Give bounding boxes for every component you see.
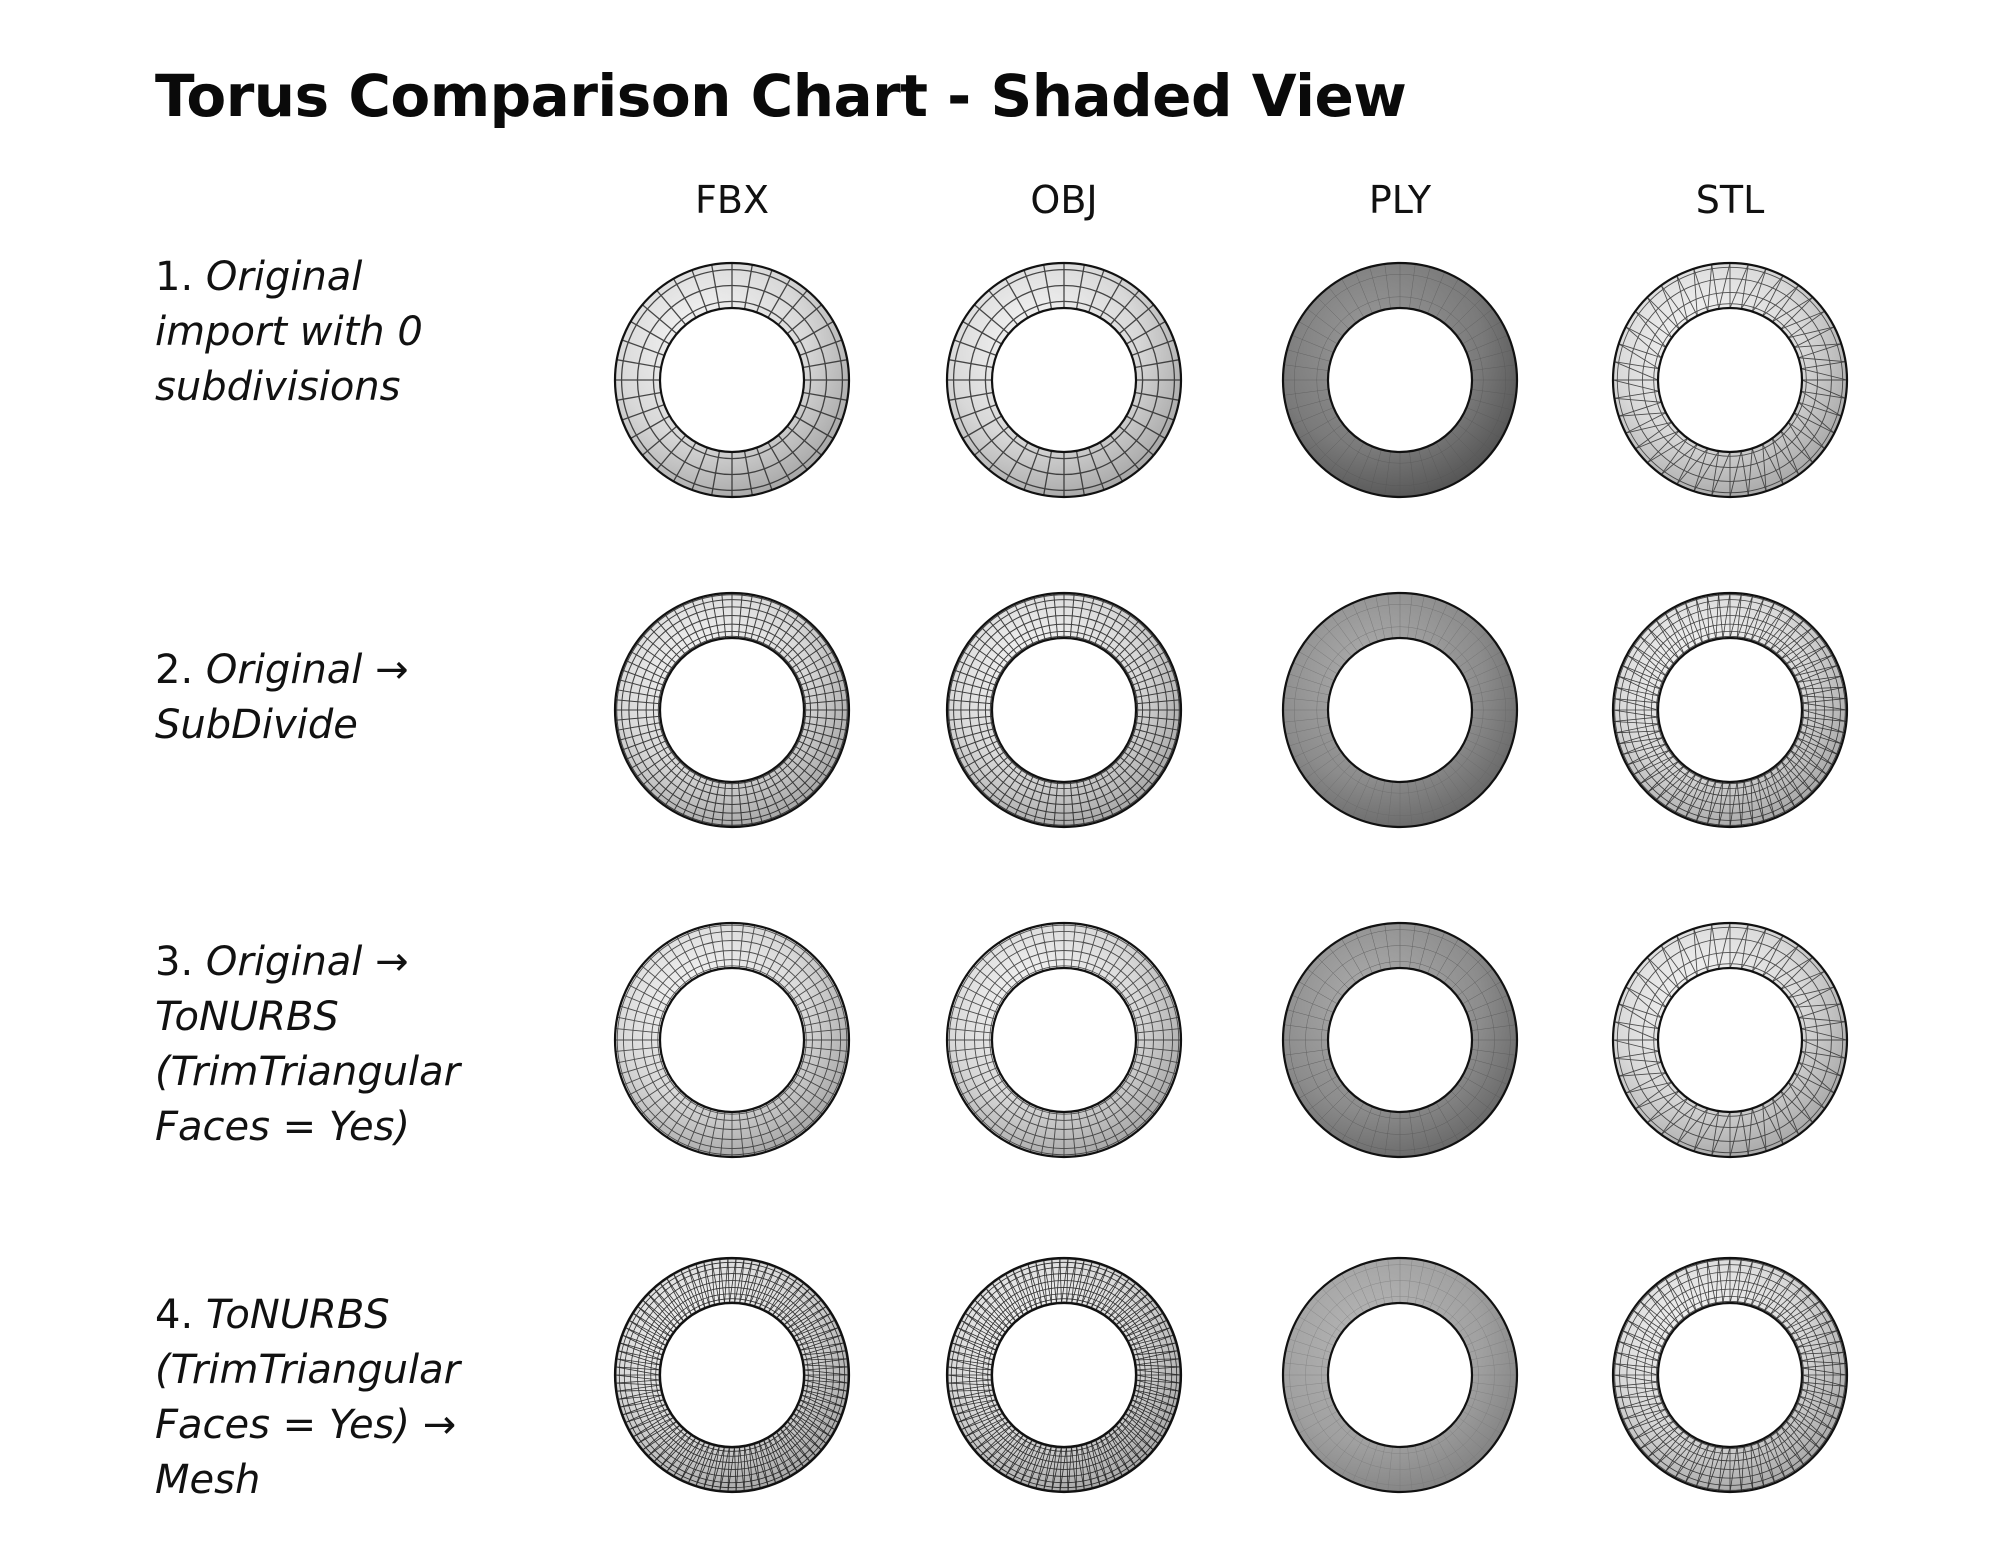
torus-mesh-render bbox=[613, 591, 851, 829]
torus-surface bbox=[947, 1258, 1181, 1492]
row-text-line: Faces = Yes) → bbox=[155, 1402, 457, 1448]
torus-wireframe bbox=[615, 593, 849, 827]
torus-wireframe bbox=[1612, 262, 1848, 498]
torus-surface bbox=[1283, 593, 1517, 827]
torus-wireframe bbox=[1283, 1258, 1517, 1492]
torus-wireframe bbox=[947, 923, 1181, 1157]
torus-wireframe bbox=[1612, 922, 1848, 1158]
row-text-line: (TrimTriangular bbox=[155, 1049, 461, 1095]
torus-ply-row3 bbox=[1280, 920, 1520, 1160]
row-text-line: Faces = Yes) bbox=[155, 1104, 410, 1150]
torus-stl-row1 bbox=[1610, 260, 1850, 500]
row-label-4: 4. ToNURBS (TrimTriangular Faces = Yes) … bbox=[155, 1288, 495, 1508]
torus-stl-row2 bbox=[1610, 590, 1850, 830]
torus-stl-row4 bbox=[1610, 1255, 1850, 1495]
column-header-fbx: FBX bbox=[695, 178, 769, 222]
torus-mesh-render bbox=[1281, 921, 1519, 1159]
torus-wireframe bbox=[1283, 263, 1517, 497]
torus-wireframe bbox=[1283, 923, 1517, 1157]
torus-mesh-render bbox=[1281, 591, 1519, 829]
torus-stl-row3 bbox=[1610, 920, 1850, 1160]
torus-obj-row3 bbox=[944, 920, 1184, 1160]
torus-ply-row1 bbox=[1280, 260, 1520, 500]
torus-obj-row4 bbox=[944, 1255, 1184, 1495]
column-header-ply: PLY bbox=[1368, 178, 1432, 222]
torus-ply-row2 bbox=[1280, 590, 1520, 830]
torus-wireframe bbox=[1612, 592, 1848, 828]
row-text-line: subdivisions bbox=[155, 364, 401, 410]
torus-mesh-render bbox=[1611, 1256, 1849, 1494]
torus-fbx-row2 bbox=[612, 590, 852, 830]
torus-ply-row4 bbox=[1280, 1255, 1520, 1495]
column-header-stl: STL bbox=[1695, 178, 1765, 222]
torus-mesh-render bbox=[1611, 921, 1849, 1159]
row-text-line: import with 0 bbox=[155, 309, 423, 355]
torus-mesh-render bbox=[945, 591, 1183, 829]
torus-mesh-render bbox=[613, 1256, 851, 1494]
torus-mesh-render bbox=[613, 261, 851, 499]
torus-wireframe bbox=[614, 1258, 850, 1492]
row-label-3: 3. Original → ToNURBS (TrimTriangular Fa… bbox=[155, 935, 495, 1155]
row-text-line: SubDivide bbox=[155, 702, 358, 748]
torus-mesh-render bbox=[1611, 261, 1849, 499]
torus-surface bbox=[615, 1258, 849, 1492]
torus-fbx-row3 bbox=[612, 920, 852, 1160]
torus-mesh-render bbox=[613, 921, 851, 1159]
torus-surface bbox=[615, 263, 849, 497]
torus-wireframe bbox=[947, 593, 1181, 827]
row-number: 1. bbox=[155, 254, 194, 300]
torus-obj-row1 bbox=[944, 260, 1184, 500]
torus-wireframe bbox=[1283, 593, 1517, 827]
row-text-line: Original → bbox=[205, 939, 409, 985]
torus-fbx-row1 bbox=[612, 260, 852, 500]
torus-mesh-render bbox=[945, 1256, 1183, 1494]
row-text-line: ToNURBS bbox=[205, 1292, 390, 1338]
row-text-line: (TrimTriangular bbox=[155, 1347, 461, 1393]
torus-wireframe bbox=[1612, 1257, 1848, 1493]
row-number: 2. bbox=[155, 647, 194, 693]
torus-mesh-render bbox=[945, 921, 1183, 1159]
row-label-2: 2. Original → SubDivide bbox=[155, 643, 495, 753]
torus-mesh-render bbox=[1281, 1256, 1519, 1494]
chart-title: Torus Comparison Chart - Shaded View bbox=[155, 62, 1407, 130]
row-label-1: 1. Original import with 0 subdivisions bbox=[155, 250, 495, 415]
row-text-line: ToNURBS bbox=[155, 994, 339, 1040]
torus-mesh-render bbox=[1281, 261, 1519, 499]
torus-obj-row2 bbox=[944, 590, 1184, 830]
row-text-line: Mesh bbox=[155, 1457, 261, 1503]
torus-mesh-render bbox=[945, 261, 1183, 499]
torus-wireframe bbox=[615, 263, 849, 497]
torus-fbx-row4 bbox=[612, 1255, 852, 1495]
torus-wireframe bbox=[947, 263, 1181, 497]
torus-surface bbox=[1283, 1258, 1517, 1492]
row-number: 3. bbox=[155, 939, 194, 985]
row-number: 4. bbox=[155, 1292, 194, 1338]
torus-wireframe bbox=[946, 1258, 1182, 1492]
torus-mesh-render bbox=[1611, 591, 1849, 829]
torus-surface bbox=[947, 263, 1181, 497]
row-text-line: Original bbox=[205, 254, 363, 300]
row-text-line: Original → bbox=[205, 647, 409, 693]
column-header-obj: OBJ bbox=[1030, 178, 1098, 222]
torus-wireframe bbox=[615, 923, 849, 1157]
